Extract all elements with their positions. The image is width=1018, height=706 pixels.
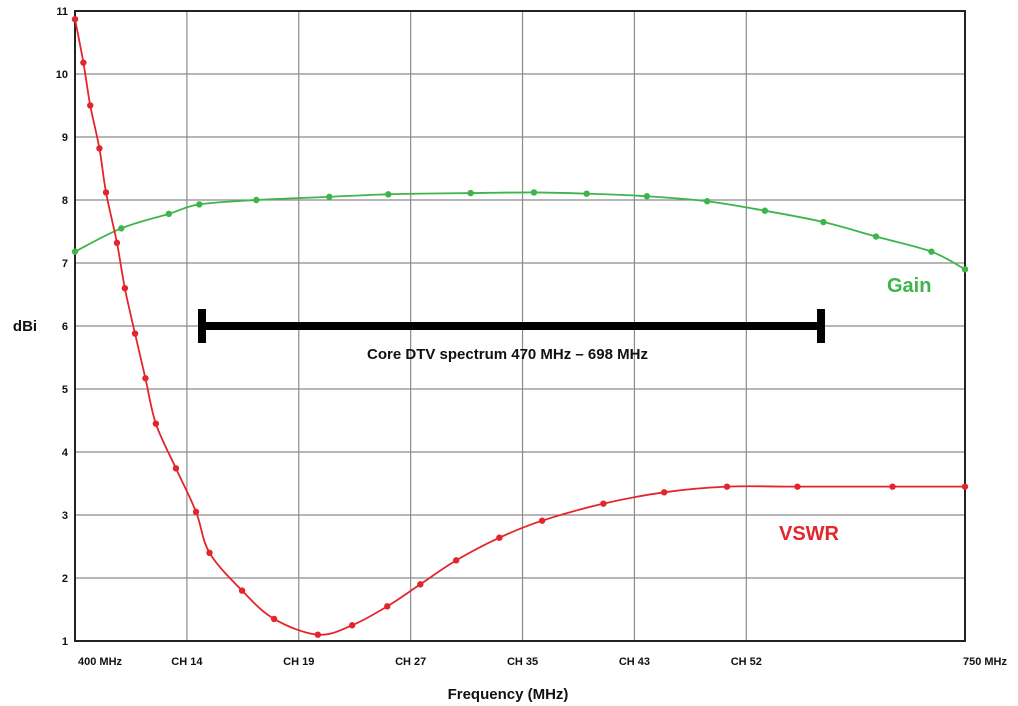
gain-series-line — [75, 192, 965, 269]
vswr-data-point — [114, 240, 120, 246]
gain-data-point — [644, 193, 650, 199]
gain-data-point — [385, 191, 391, 197]
vswr-data-point — [239, 587, 245, 593]
vswr-data-point — [417, 581, 423, 587]
vswr-data-point — [80, 59, 86, 65]
vswr-data-point — [315, 632, 321, 638]
y-tick-label: 8 — [62, 195, 68, 207]
y-tick-label: 10 — [56, 69, 68, 81]
y-tick-label: 4 — [62, 447, 69, 459]
gain-data-point — [467, 190, 473, 196]
vswr-data-point — [384, 603, 390, 609]
vswr-series-label: VSWR — [779, 523, 840, 545]
gain-data-point — [196, 201, 202, 207]
x-tick-label: 400 MHz — [78, 656, 123, 668]
vswr-data-point — [600, 500, 606, 506]
y-tick-label: 9 — [62, 132, 68, 144]
vswr-data-point — [132, 330, 138, 336]
y-tick-label: 3 — [62, 510, 68, 522]
gain-data-point — [531, 189, 537, 195]
y-axis-label: dBi — [13, 318, 37, 335]
gain-data-point — [166, 211, 172, 217]
vswr-data-point — [349, 622, 355, 628]
gain-data-point — [962, 266, 968, 272]
x-axis-label: Frequency (MHz) — [448, 686, 569, 703]
vswr-data-point — [153, 420, 159, 426]
vswr-data-point — [724, 483, 730, 489]
core-dtv-annotation: Core DTV spectrum 470 MHz – 698 MHz — [202, 309, 821, 363]
vswr-data-point — [496, 534, 502, 540]
gain-data-point — [704, 198, 710, 204]
vswr-data-point — [193, 509, 199, 515]
vswr-data-point — [96, 145, 102, 151]
gain-data-point — [873, 233, 879, 239]
vswr-data-point — [87, 102, 93, 108]
vswr-data-point — [453, 557, 459, 563]
vswr-data-point — [206, 550, 212, 556]
vswr-data-point — [142, 375, 148, 381]
gain-data-point — [72, 248, 78, 254]
gain-data-point — [253, 197, 259, 203]
vswr-data-point — [962, 483, 968, 489]
vswr-data-point — [103, 189, 109, 195]
x-tick-label: CH 43 — [619, 656, 650, 668]
gain-data-point — [326, 194, 332, 200]
vswr-data-point — [271, 616, 277, 622]
y-tick-labels: 1 2 3 4 5 6 7 8 9 10 11 — [56, 6, 69, 648]
y-tick-label: 2 — [62, 573, 68, 585]
y-tick-label: 6 — [62, 321, 68, 333]
gain-data-point — [583, 191, 589, 197]
vswr-data-point — [122, 285, 128, 291]
vswr-data-point — [889, 483, 895, 489]
vswr-data-point — [173, 465, 179, 471]
x-tick-labels: 400 MHz CH 14 CH 19 CH 27 CH 35 CH 43 CH 52 750… — [78, 656, 1007, 668]
gain-data-point — [118, 225, 124, 231]
x-tick-label: CH 35 — [507, 656, 538, 668]
y-tick-label: 11 — [56, 6, 68, 18]
gain-data-point — [820, 219, 826, 225]
y-tick-label: 7 — [62, 258, 68, 270]
x-tick-label: CH 52 — [731, 656, 762, 668]
x-tick-label: CH 27 — [395, 656, 426, 668]
gain-data-point — [928, 248, 934, 254]
x-tick-label: CH 19 — [283, 656, 314, 668]
vswr-data-point — [72, 16, 78, 22]
core-dtv-annotation-text: Core DTV spectrum 470 MHz – 698 MHz — [367, 346, 648, 363]
vswr-data-point — [539, 517, 545, 523]
vswr-data-point — [661, 489, 667, 495]
gain-series-label: Gain — [887, 275, 931, 297]
x-tick-label: 750 MHz — [963, 656, 1008, 668]
gain-data-point — [762, 208, 768, 214]
y-tick-label: 5 — [62, 384, 68, 396]
x-tick-label: CH 14 — [171, 656, 203, 668]
vswr-data-point — [794, 483, 800, 489]
y-tick-label: 1 — [62, 636, 68, 648]
